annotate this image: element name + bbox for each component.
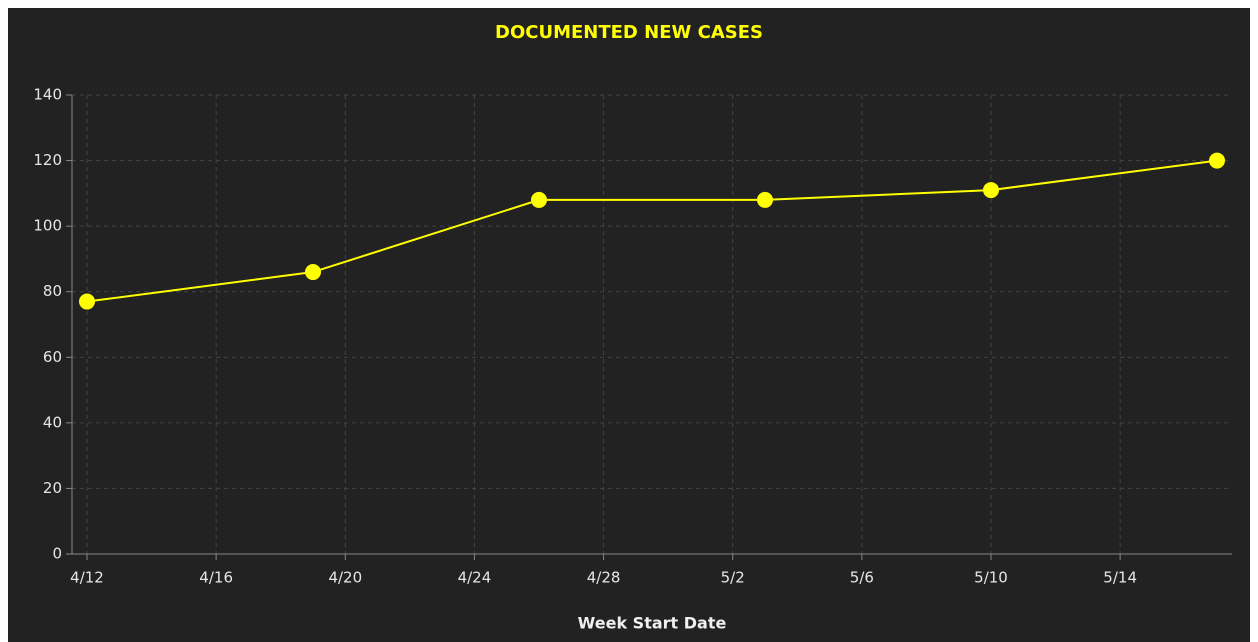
x-tick-label: 4/24	[458, 569, 492, 587]
y-tick-label: 100	[33, 217, 62, 235]
point	[1209, 152, 1225, 169]
y-tick-label: 120	[33, 151, 62, 169]
point	[531, 191, 547, 208]
y-tick-label: 140	[33, 86, 62, 104]
point	[79, 293, 95, 310]
x-tick-label: 4/20	[328, 569, 362, 587]
x-tick-label: 5/6	[850, 569, 874, 587]
x-tick-label: 4/28	[587, 569, 621, 587]
point	[983, 182, 999, 199]
y-tick-label: 80	[43, 282, 62, 300]
y-tick-label: 40	[43, 413, 62, 431]
line	[86, 159, 1218, 303]
chart-title: DOCUMENTED NEW CASES	[495, 22, 763, 43]
chart-background	[8, 8, 1250, 642]
x-tick-label: 5/2	[721, 569, 745, 587]
x-tick-label: 4/16	[199, 569, 233, 587]
y-tick-label: 20	[43, 479, 62, 497]
x-tick-label: 5/10	[974, 569, 1008, 587]
x-tick-label: 4/12	[70, 569, 104, 587]
x-tick-label: 5/14	[1103, 569, 1137, 587]
x-axis-label: Week Start Date	[578, 614, 727, 633]
y-tick-label: 60	[43, 348, 62, 366]
point	[305, 264, 321, 281]
point	[757, 191, 773, 208]
y-tick-label: 0	[52, 545, 62, 563]
